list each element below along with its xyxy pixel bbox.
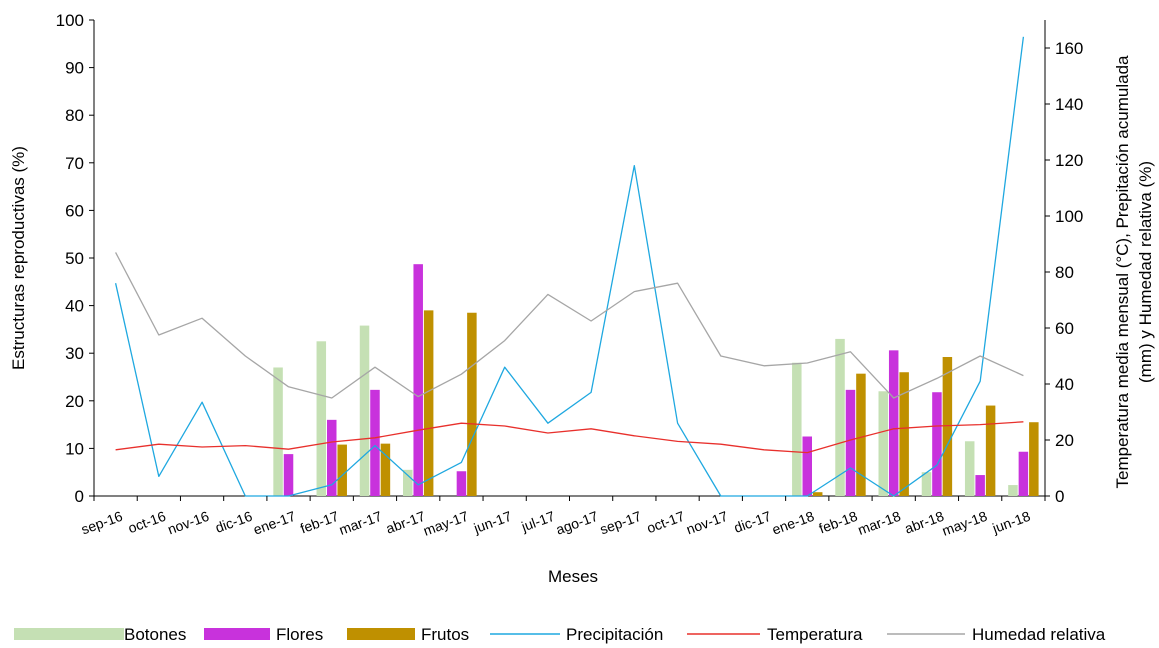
bar-botones [878,391,889,496]
bar-flores [1018,451,1029,496]
bar-botones [316,341,327,496]
y-axis-label: Estructuras reproductivas (%) [9,146,28,370]
y2-tick-label: 160 [1055,39,1083,58]
x-tick-label: may-18 [940,508,990,539]
bar-flores [413,264,423,496]
x-tick-label: sep-16 [79,508,125,538]
bar-botones [921,472,932,496]
bar-botones [835,338,845,496]
legend-label: Flores [276,625,323,644]
y-tick-label: 70 [65,154,84,173]
bar-frutos [942,357,953,496]
legend-label: Frutos [421,625,469,644]
bar-flores [975,475,985,496]
tick-layer: 0 10 20 30 40 50 60 70 80 90 100 0 20 40 60 80 100 120 140… [56,11,1084,539]
x-tick-label: mar-18 [856,508,903,538]
bar-frutos [423,310,434,496]
line-humedad-relativa [115,252,1024,399]
bar-botones [359,325,370,496]
bar-frutos [337,444,347,496]
y-tick-label: 30 [65,344,84,363]
x-tick-label: ago-17 [554,508,601,538]
y-tick-label: 0 [75,487,84,506]
y2-tick-label: 100 [1055,207,1083,226]
y-tick-label: 40 [65,297,84,316]
x-tick-label: sep-17 [598,508,644,538]
legend-label: Botones [124,625,186,644]
x-tick-label: ene-17 [251,508,298,538]
x-tick-label: jun-18 [989,508,1032,537]
y-tick-label: 50 [65,249,84,268]
x-tick-label: jun-17 [471,508,514,537]
y-tick-label: 100 [56,11,84,30]
bar-botones [273,367,283,496]
bar-flores [370,389,380,496]
legend-swatch-flores [204,628,270,640]
y2-tick-label: 20 [1055,431,1074,450]
bar-flores [283,454,294,496]
bar-flores [327,419,337,496]
x-tick-label: may-17 [421,508,471,539]
bar-frutos [812,492,823,496]
legend-swatch-botones [14,628,124,640]
x-tick-label: abr-18 [902,508,946,537]
y2-tick-label: 40 [1055,375,1074,394]
bar-frutos [1029,422,1039,496]
bar-flores [802,436,812,496]
legend-swatch-frutos [347,628,415,640]
bar-layer [273,264,1039,496]
x-tick-label: nov-17 [684,508,730,538]
y2-axis-label-line2: (mm) y Humedad relativa (%) [1136,161,1155,383]
x-tick-label: oct-16 [126,508,168,536]
legend: Botones Flores Frutos Precipitación Temperat… [14,625,1106,644]
y-tick-label: 60 [65,201,84,220]
x-tick-label: jul-17 [518,508,557,535]
y2-tick-label: 0 [1055,487,1064,506]
bar-flores [932,392,942,496]
line-temperatura [115,421,1024,454]
bar-botones [1008,485,1018,496]
y-tick-label: 20 [65,392,84,411]
legend-label: Precipitación [566,625,663,644]
bar-frutos [467,312,477,496]
bar-frutos [380,443,391,496]
y-tick-label: 90 [65,59,84,78]
x-tick-label: nov-16 [165,508,211,538]
bar-frutos [985,405,996,496]
x-tick-label: mar-17 [337,508,384,538]
bar-botones [964,441,975,496]
y2-axis-label-line1: Temperatura media mensual (°C), Prepitac… [1113,55,1132,488]
y2-tick-label: 80 [1055,263,1074,282]
y2-tick-label: 140 [1055,95,1083,114]
bar-frutos [856,373,866,496]
y2-tick-label: 60 [1055,319,1074,338]
x-tick-label: feb-17 [298,508,341,537]
x-tick-label: feb-18 [817,508,860,537]
bar-flores [845,389,856,496]
x-tick-label: ene-18 [770,508,817,538]
bar-flores [456,471,467,496]
y-tick-label: 10 [65,439,84,458]
bar-botones [792,362,802,496]
y2-tick-label: 120 [1055,151,1083,170]
bar-botones [403,469,413,496]
x-tick-label: dic-17 [732,508,774,536]
x-axis-label: Meses [548,567,598,586]
x-tick-label: dic-16 [213,508,255,536]
x-tick-label: oct-17 [645,508,687,536]
bar-frutos [899,372,909,496]
legend-label: Humedad relativa [972,625,1106,644]
y-tick-label: 80 [65,106,84,125]
x-tick-label: abr-17 [384,508,428,537]
bar-flores [888,350,899,496]
legend-label: Temperatura [767,625,863,644]
